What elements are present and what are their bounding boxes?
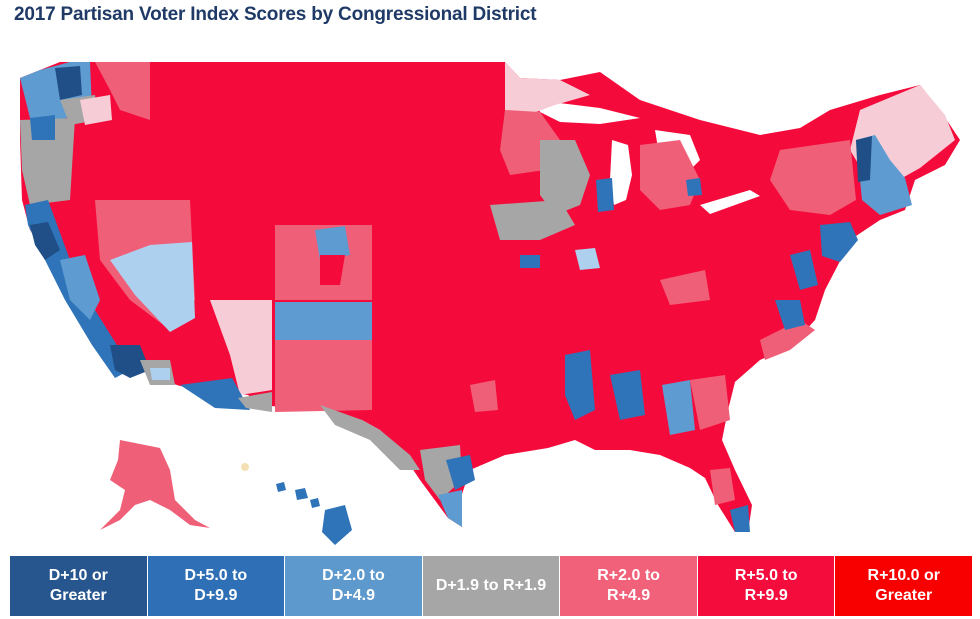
new-mexico-north-dem bbox=[275, 302, 372, 340]
upstate-ny-mix bbox=[770, 140, 856, 215]
minnesota-north bbox=[505, 62, 590, 118]
socal-light-dem bbox=[150, 368, 170, 380]
chicago-dem bbox=[596, 178, 614, 212]
raleigh-dem bbox=[775, 300, 805, 330]
south-texas-dem bbox=[438, 490, 462, 527]
detroit-dem bbox=[686, 178, 702, 196]
georgia-light bbox=[690, 375, 730, 430]
new-mexico-south-lean bbox=[275, 340, 372, 412]
northeast-corridor-dem bbox=[820, 222, 858, 262]
kentucky-lean bbox=[660, 270, 710, 305]
lake-superior bbox=[535, 100, 640, 124]
texas-west-even bbox=[320, 405, 420, 470]
wisconsin-even bbox=[540, 140, 590, 215]
denver-dem bbox=[315, 226, 350, 260]
lake-erie bbox=[700, 190, 760, 214]
legend-item-d5: D+5.0 to D+9.9 bbox=[147, 556, 286, 616]
legend-item-r2: R+2.0 to R+4.9 bbox=[560, 556, 698, 616]
nevada-south-light-dem bbox=[110, 242, 195, 332]
florida-dem bbox=[730, 505, 750, 532]
tucson-dem bbox=[180, 378, 250, 410]
st-louis-light-dem bbox=[575, 248, 600, 270]
arkansas-lean bbox=[470, 380, 498, 412]
seattle-dem bbox=[55, 66, 82, 100]
legend-item-d10: D+10 or Greater bbox=[10, 556, 148, 616]
florida-lean bbox=[710, 468, 735, 505]
legend-item-r5: R+5.0 to R+9.9 bbox=[697, 556, 836, 616]
us-congressional-district-map bbox=[20, 62, 960, 545]
wyoming-north-lean bbox=[95, 62, 150, 120]
iowa-even bbox=[490, 200, 575, 240]
la-dem bbox=[110, 345, 150, 378]
missouri-dem bbox=[520, 255, 540, 268]
lake-michigan bbox=[610, 140, 632, 205]
legend-item-r10: R+10.0 or Greater bbox=[835, 556, 973, 616]
vermont-dem bbox=[856, 136, 872, 182]
alabama-dem bbox=[610, 370, 645, 420]
mississippi-dem bbox=[565, 350, 595, 420]
hawaii-islands bbox=[276, 482, 352, 545]
legend: D+10 or Greater D+5.0 to D+9.9 D+2.0 to … bbox=[10, 556, 973, 616]
alaska bbox=[100, 440, 210, 530]
michigan-lean bbox=[640, 140, 700, 210]
central-valley-lean bbox=[60, 255, 100, 320]
texas-central-even bbox=[420, 445, 462, 500]
houston-dem bbox=[446, 455, 475, 490]
virginia-dem bbox=[790, 250, 818, 290]
arizona-light-r bbox=[210, 300, 272, 395]
legend-item-even: D+1.9 to R+1.9 bbox=[422, 556, 561, 616]
map-title: 2017 Partisan Voter Index Scores by Cong… bbox=[14, 4, 537, 25]
az-southeast-even bbox=[238, 392, 272, 412]
portland-dem bbox=[30, 115, 55, 140]
colorado-central-r bbox=[320, 255, 345, 285]
carolina-coast-lean bbox=[760, 320, 815, 360]
georgia-lean bbox=[662, 380, 695, 435]
washington-east-pink bbox=[80, 95, 112, 125]
legend-item-d2: D+2.0 to D+4.9 bbox=[285, 556, 423, 616]
bay-area-dem bbox=[30, 222, 60, 260]
small-island-marker bbox=[241, 463, 249, 471]
